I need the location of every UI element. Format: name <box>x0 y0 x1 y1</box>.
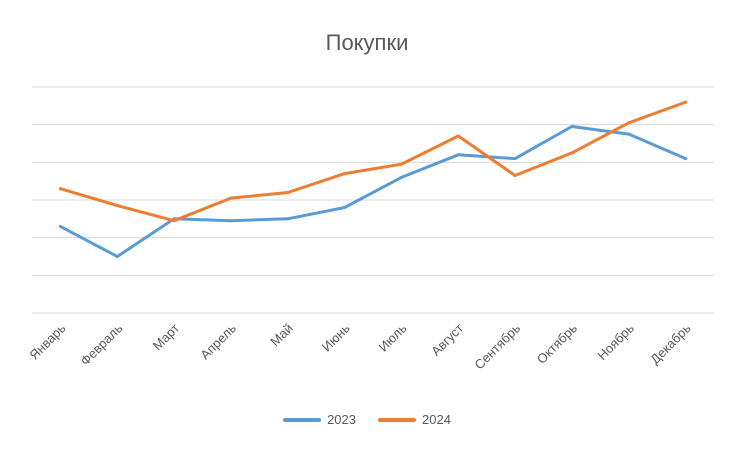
data-point-2023 <box>58 224 62 228</box>
x-tick-label: Март <box>150 320 183 353</box>
data-point-2024 <box>456 134 460 138</box>
data-point-2023 <box>115 255 119 258</box>
data-point-2023 <box>229 219 233 223</box>
data-point-2023 <box>456 153 460 157</box>
x-tick-label: Июль <box>375 320 409 354</box>
data-point-2024 <box>684 100 688 104</box>
legend-swatch-2024 <box>378 417 416 422</box>
legend-swatch-2023 <box>283 417 322 422</box>
x-tick-label: Сентябрь <box>471 320 523 372</box>
data-point-2024 <box>286 190 290 194</box>
data-point-2024 <box>343 172 347 176</box>
x-tick-label: Январь <box>26 320 68 362</box>
data-point-2023 <box>627 132 631 136</box>
data-point-2024 <box>115 204 119 208</box>
series-line-2023 <box>58 125 688 258</box>
series-line-2024 <box>58 100 688 223</box>
data-point-2024 <box>570 151 574 155</box>
x-tick-label: Декабрь <box>647 320 694 367</box>
x-tick-label: Май <box>267 321 296 350</box>
data-point-2023 <box>286 217 290 221</box>
data-point-2024 <box>627 121 631 125</box>
data-point-2023 <box>570 125 574 129</box>
x-tick-label: Октябрь <box>534 320 580 366</box>
x-tick-label: Август <box>428 320 466 358</box>
legend-item-2024: 2024 <box>378 412 451 427</box>
legend-label-2023: 2023 <box>327 412 356 427</box>
data-point-2023 <box>513 157 517 161</box>
data-point-2024 <box>58 187 62 191</box>
x-tick-label: Февраль <box>77 320 125 368</box>
legend: 2023 2024 <box>0 412 734 427</box>
data-point-2023 <box>684 157 688 161</box>
data-point-2024 <box>399 162 403 166</box>
legend-label-2024: 2024 <box>422 412 451 427</box>
x-tick-label: Ноябрь <box>594 320 637 363</box>
x-tick-label: Апрель <box>197 320 239 362</box>
data-point-2024 <box>513 174 517 178</box>
x-tick-label: Июнь <box>319 320 353 354</box>
chart-title: Покупки <box>325 30 409 55</box>
data-point-2024 <box>172 219 176 223</box>
data-point-2023 <box>399 175 403 179</box>
data-point-2024 <box>229 196 233 200</box>
legend-item-2023: 2023 <box>283 412 356 427</box>
data-point-2023 <box>343 206 347 210</box>
